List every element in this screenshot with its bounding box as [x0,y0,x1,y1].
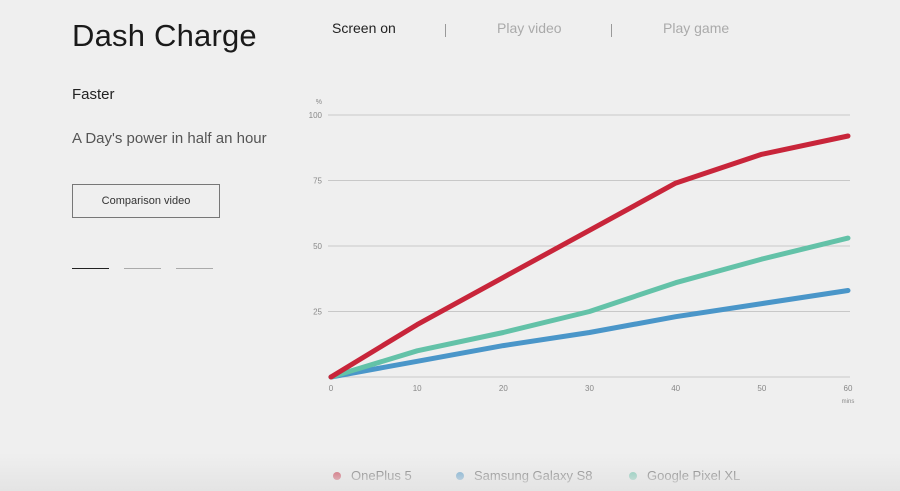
legend-item-samsung[interactable]: Samsung Galaxy S8 [456,468,593,483]
x-tick-label: 30 [585,384,594,393]
legend-label: Google Pixel XL [647,468,741,483]
x-tick-label: 0 [329,384,334,393]
pager-dot-3[interactable] [176,268,213,269]
legend-dot [456,471,464,480]
legend-item-pixel[interactable]: Google Pixel XL [629,468,740,483]
tab-play-video[interactable]: Play video [497,20,562,36]
pager-dot-2[interactable] [124,268,161,269]
x-tick-label: 20 [499,384,508,393]
series-line-samsung-galaxy-s8 [328,288,851,380]
tab-screen-on[interactable]: Screen on [332,20,396,36]
tab-divider [445,24,446,37]
legend-dot [333,471,341,480]
y-tick-label: 25 [313,308,322,317]
bottom-shadow [0,453,900,491]
series-line-oneplus-5 [328,133,851,380]
legend-label: Samsung Galaxy S8 [474,468,593,483]
charge-chart: 25 50 75 100% 0 10 20 30 40 50 60 mins [309,99,855,405]
x-axis-label: mins [842,399,855,405]
tagline: A Day's power in half an hour [72,130,267,147]
y-axis-label: % [316,99,322,106]
legend-item-oneplus[interactable]: OnePlus 5 [333,468,412,483]
tab-divider [611,24,612,37]
tab-play-game[interactable]: Play game [663,20,730,36]
x-tick-label: 50 [757,384,766,393]
y-tick-label: 50 [313,242,322,251]
legend-dot [629,471,637,480]
comparison-video-button[interactable]: Comparison video [72,184,220,218]
y-tick-label: 75 [313,177,322,186]
series-line-google-pixel-xl [328,235,851,380]
y-tick-label: 100 [309,111,323,120]
subtitle: Faster [72,86,115,103]
page-title: Dash Charge [72,18,257,53]
legend-label: OnePlus 5 [351,468,412,483]
x-tick-label: 10 [413,384,422,393]
x-tick-label: 40 [671,384,680,393]
pager-dot-1[interactable] [72,268,109,269]
x-tick-label: 60 [844,384,853,393]
pager [72,268,213,269]
